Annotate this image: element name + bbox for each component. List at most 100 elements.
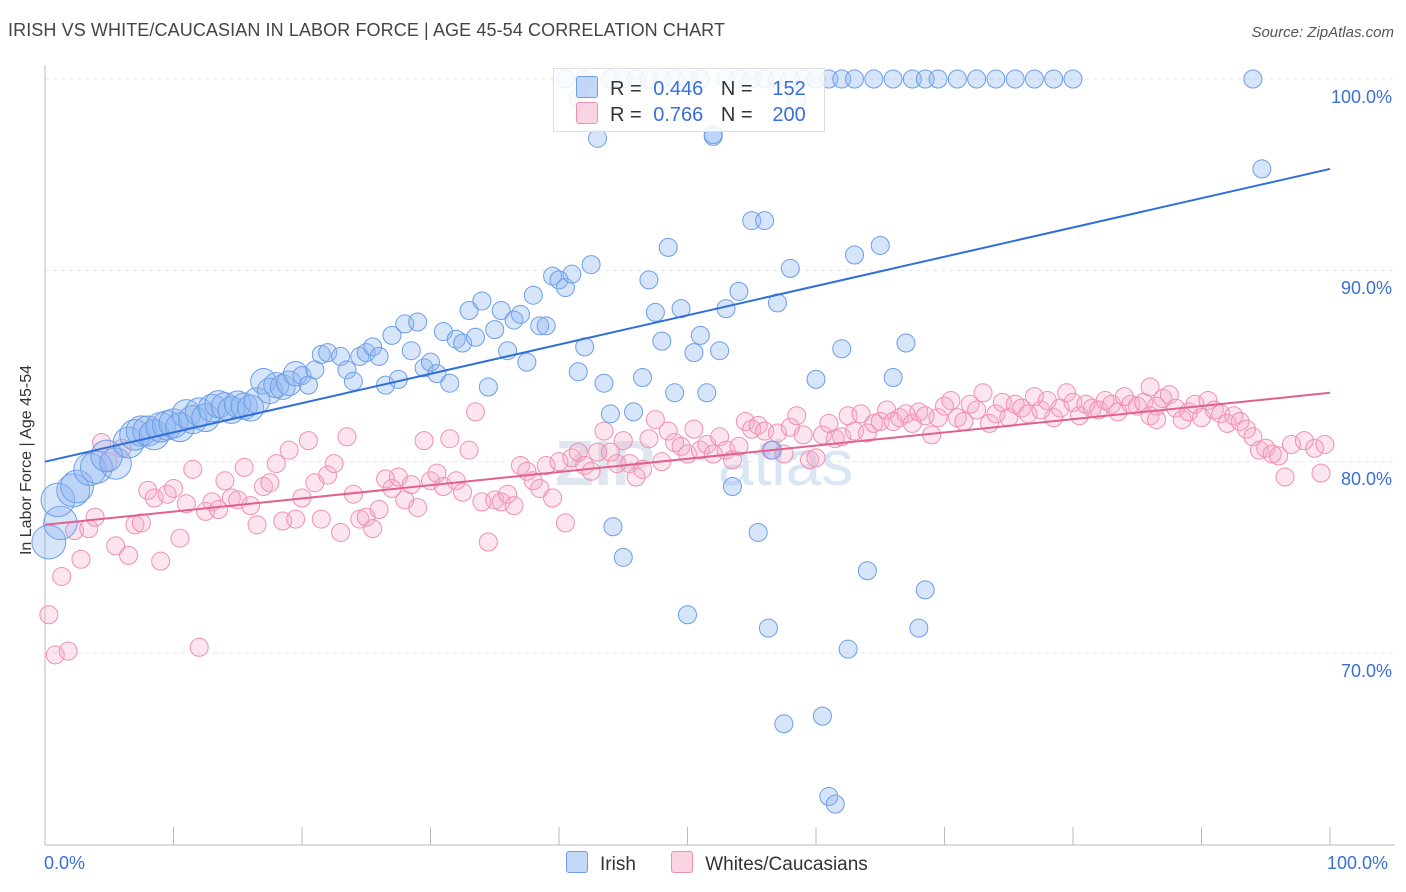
whites-point xyxy=(45,645,65,665)
irish-point xyxy=(459,301,479,321)
irish-point xyxy=(311,345,331,365)
r-label: R = xyxy=(610,78,642,100)
y-tick-90: 90.0% xyxy=(1340,278,1392,298)
irish-point xyxy=(581,255,601,275)
whites-point xyxy=(151,551,171,571)
irish-point xyxy=(678,605,697,625)
irish-point xyxy=(588,128,608,148)
whites-point xyxy=(318,465,338,485)
legend-item-whites[interactable]: Whites/Caucasians xyxy=(671,851,868,876)
irish-point xyxy=(1044,69,1064,89)
irish-point xyxy=(1005,69,1025,89)
whites-point xyxy=(164,478,183,498)
whites-point xyxy=(71,549,91,569)
axes xyxy=(44,65,1395,846)
whites-point xyxy=(491,492,511,512)
irish-point xyxy=(928,69,948,89)
whites-point xyxy=(85,507,105,527)
whites-point xyxy=(241,496,261,516)
irish-point xyxy=(1063,69,1083,89)
whites-point xyxy=(1249,440,1269,460)
whites-n-value: 200 xyxy=(772,104,806,126)
irish-point xyxy=(363,337,383,357)
irish-point xyxy=(624,402,644,422)
irish-point xyxy=(883,367,903,387)
irish-point xyxy=(318,343,338,363)
whites-point xyxy=(864,413,884,433)
irish-point xyxy=(517,352,537,372)
irish-point xyxy=(729,281,749,301)
irish-point xyxy=(594,373,614,393)
irish-point xyxy=(1024,69,1044,89)
whites-point xyxy=(658,421,678,441)
gridlines xyxy=(45,78,1395,654)
whites-point xyxy=(851,404,871,424)
whites-point xyxy=(138,480,158,500)
whites-point xyxy=(440,429,460,449)
whites-point xyxy=(350,509,370,529)
y-tick-80: 80.0% xyxy=(1340,469,1392,489)
irish-point xyxy=(967,69,987,89)
data-points xyxy=(31,69,1335,814)
irish-n-value: 152 xyxy=(772,78,806,100)
whites-point xyxy=(973,383,993,403)
legend-item-irish[interactable]: Irish xyxy=(566,851,636,876)
whites-point xyxy=(1172,410,1192,430)
y-tick-70: 70.0% xyxy=(1340,661,1392,681)
whites-point xyxy=(967,400,987,420)
whites-point xyxy=(613,431,633,451)
series-legend: Irish Whites/Caucasians xyxy=(566,851,898,876)
whites-point xyxy=(581,461,601,481)
whites-point xyxy=(639,429,659,449)
irish-point xyxy=(613,547,633,567)
whites-point xyxy=(208,500,228,519)
whites-point xyxy=(594,421,614,441)
whites-point xyxy=(549,452,569,472)
irish-point xyxy=(1252,159,1272,179)
whites-point xyxy=(793,425,813,445)
whites-point xyxy=(414,431,434,451)
whites-point xyxy=(1236,419,1256,439)
irish-point xyxy=(369,346,389,366)
irish-point xyxy=(633,367,653,387)
irish-point xyxy=(478,377,498,397)
irish-point xyxy=(710,341,730,361)
irish-point xyxy=(658,237,678,257)
irish-point xyxy=(549,270,569,290)
whites-point xyxy=(183,459,203,479)
legend-label-irish: Irish xyxy=(600,854,636,875)
whites-point xyxy=(369,500,389,519)
irish-point xyxy=(485,320,505,340)
irish-point xyxy=(845,69,865,89)
irish-point xyxy=(56,473,91,508)
whites-point xyxy=(131,513,151,533)
irish-point xyxy=(915,580,935,600)
irish-point xyxy=(697,383,717,403)
y-axis-label: In Labor Force | Age 45-54 xyxy=(18,364,35,556)
whites-point xyxy=(1057,383,1077,403)
whites-point xyxy=(221,488,241,508)
irish-point xyxy=(472,291,492,311)
irish-point xyxy=(171,399,202,429)
irish-point xyxy=(838,639,858,659)
irish-point xyxy=(870,235,890,255)
irish-point xyxy=(1243,69,1263,89)
x-tick-0: 0.0% xyxy=(44,853,86,873)
irish-point xyxy=(864,69,884,89)
irish-point xyxy=(758,618,778,638)
whites-point xyxy=(260,473,280,493)
r-label: R = xyxy=(610,104,642,126)
whites-point xyxy=(536,455,556,475)
whites-point xyxy=(787,406,807,426)
whites-point xyxy=(1230,411,1250,431)
whites-trend-line xyxy=(44,391,1331,526)
whites-point xyxy=(247,515,267,535)
legend-label-whites: Whites/Caucasians xyxy=(705,854,868,875)
irish-swatch xyxy=(576,76,598,98)
whites-point xyxy=(465,402,485,422)
whites-point xyxy=(1140,377,1160,397)
irish-point xyxy=(774,714,794,734)
whites-point xyxy=(266,454,286,474)
irish-point xyxy=(665,383,685,403)
irish-point xyxy=(722,477,742,497)
